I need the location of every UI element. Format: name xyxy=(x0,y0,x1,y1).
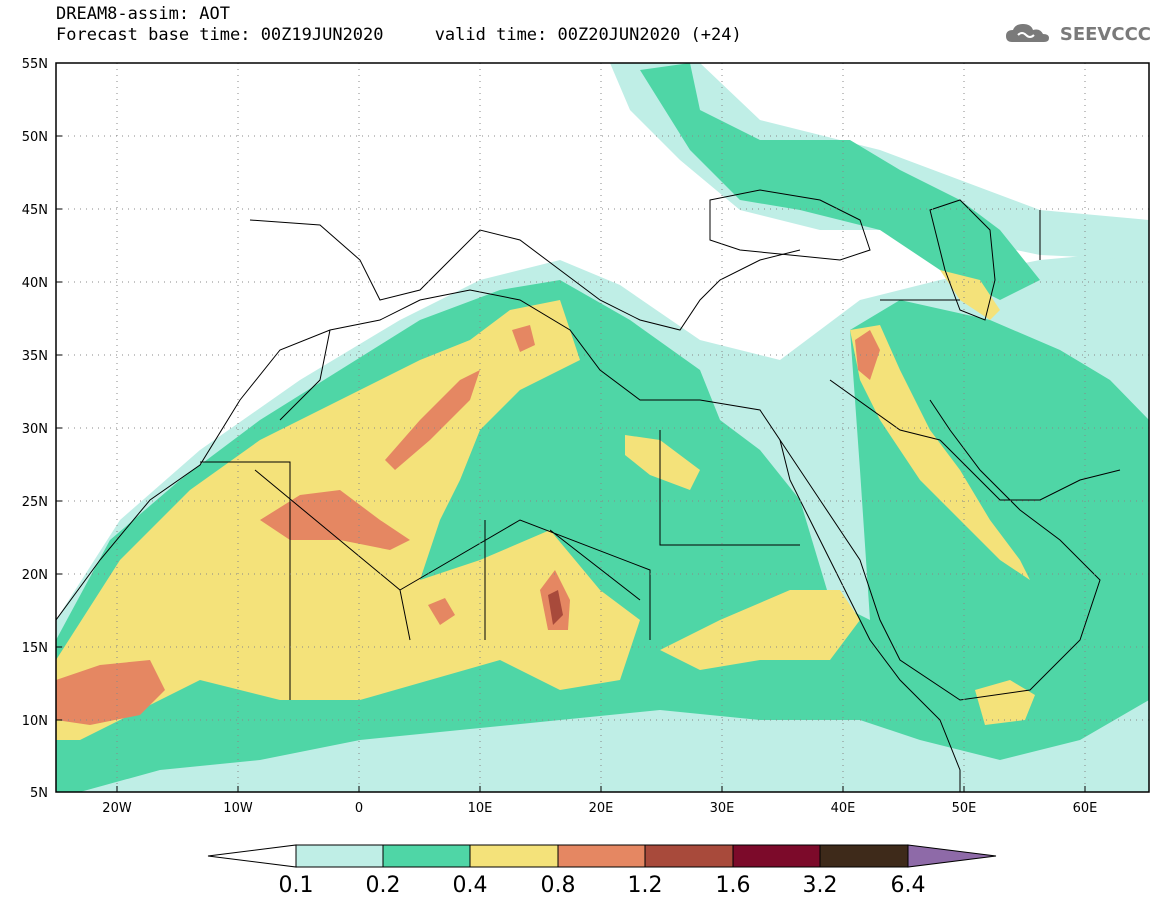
aot-band-0.2-black-sea xyxy=(640,63,1040,300)
colorbar-label: 1.6 xyxy=(716,873,751,898)
arabia-coast xyxy=(779,399,1101,701)
aot-band-0.4-caspian xyxy=(940,270,1000,320)
lat-label: 15N xyxy=(22,641,48,656)
lat-label: 55N xyxy=(22,57,48,72)
aot-field xyxy=(56,63,1149,792)
colorbar-label: 0.2 xyxy=(366,873,401,898)
aot-band-0.8-iraq xyxy=(855,330,880,380)
seevccc-logo: SEEVCCC xyxy=(1004,22,1151,46)
europe-coast xyxy=(249,219,801,331)
africa-coast xyxy=(56,289,961,792)
aot-band-0.8-tunisia xyxy=(512,325,535,352)
lon-label: 40E xyxy=(831,801,856,816)
gulf-coast xyxy=(939,439,1121,501)
lon-label: 30E xyxy=(710,801,735,816)
lon-label: 60E xyxy=(1073,801,1098,816)
black-sea-coast xyxy=(709,189,871,261)
lat-label: 20N xyxy=(22,568,48,583)
aot-band-0.4-libya xyxy=(625,435,700,490)
colorbar-swatch xyxy=(295,844,384,868)
colorbar-swatch xyxy=(382,844,471,868)
country-borders xyxy=(200,210,1041,700)
colorbar-swatch xyxy=(644,844,734,868)
colorbar-swatch xyxy=(732,844,821,868)
axis-ticks xyxy=(56,135,1086,792)
colorbar-label: 6.4 xyxy=(891,873,926,898)
lat-label: 35N xyxy=(22,349,48,364)
colorbar-high-arrow xyxy=(907,844,997,868)
lat-labels: 55N 50N 45N 40N 35N 30N 25N 20N 15N 10N … xyxy=(22,57,48,801)
lon-label: 10E xyxy=(468,801,493,816)
caspian-coast xyxy=(929,199,996,321)
colorbar-swatch xyxy=(469,844,559,868)
aot-band-0.4-iraq xyxy=(850,325,1030,580)
lat-label: 50N xyxy=(22,130,48,145)
coastlines xyxy=(56,189,1121,792)
lat-label: 25N xyxy=(22,495,48,510)
lat-label: 30N xyxy=(22,422,48,437)
colorbar-label: 1.2 xyxy=(628,873,663,898)
aot-band-0.4-sudan xyxy=(660,590,860,670)
forecast-times: Forecast base time: 00Z19JUN2020 valid t… xyxy=(56,25,742,45)
lat-label: 5N xyxy=(30,786,48,801)
aot-band-0.8-algeria xyxy=(385,370,480,470)
lon-label: 10W xyxy=(223,801,253,816)
aot-band-1.2-chad xyxy=(548,590,563,625)
lat-label: 40N xyxy=(22,276,48,291)
aot-band-0.8-westafrica xyxy=(56,660,165,725)
lon-label: 50E xyxy=(952,801,977,816)
colorbar-low-arrow xyxy=(207,844,297,868)
cloud-icon xyxy=(1005,24,1049,42)
gridlines xyxy=(56,63,1149,792)
lat-label: 10N xyxy=(22,714,48,729)
aot-band-0.8-mali xyxy=(428,598,455,625)
colorbar-swatch xyxy=(557,844,646,868)
lat-label: 45N xyxy=(22,203,48,218)
colorbar-label: 0.1 xyxy=(279,873,314,898)
colorbar-label: 0.8 xyxy=(541,873,576,898)
lon-label: 0 xyxy=(355,801,363,816)
lon-label: 20W xyxy=(102,801,132,816)
lon-labels: 20W 10W 0 10E 20E 30E 40E 50E 60E xyxy=(102,801,1097,816)
colorbar-label: 3.2 xyxy=(803,873,838,898)
colorbar-label: 0.4 xyxy=(453,873,488,898)
colorbar-swatch xyxy=(819,844,909,868)
lon-label: 20E xyxy=(589,801,614,816)
logo-text: SEEVCCC xyxy=(1059,23,1151,45)
chart-title: DREAM8-assim: AOT xyxy=(56,4,230,24)
colorbar: 0.1 0.2 0.4 0.8 1.2 1.6 3.2 6.4 xyxy=(207,844,997,898)
